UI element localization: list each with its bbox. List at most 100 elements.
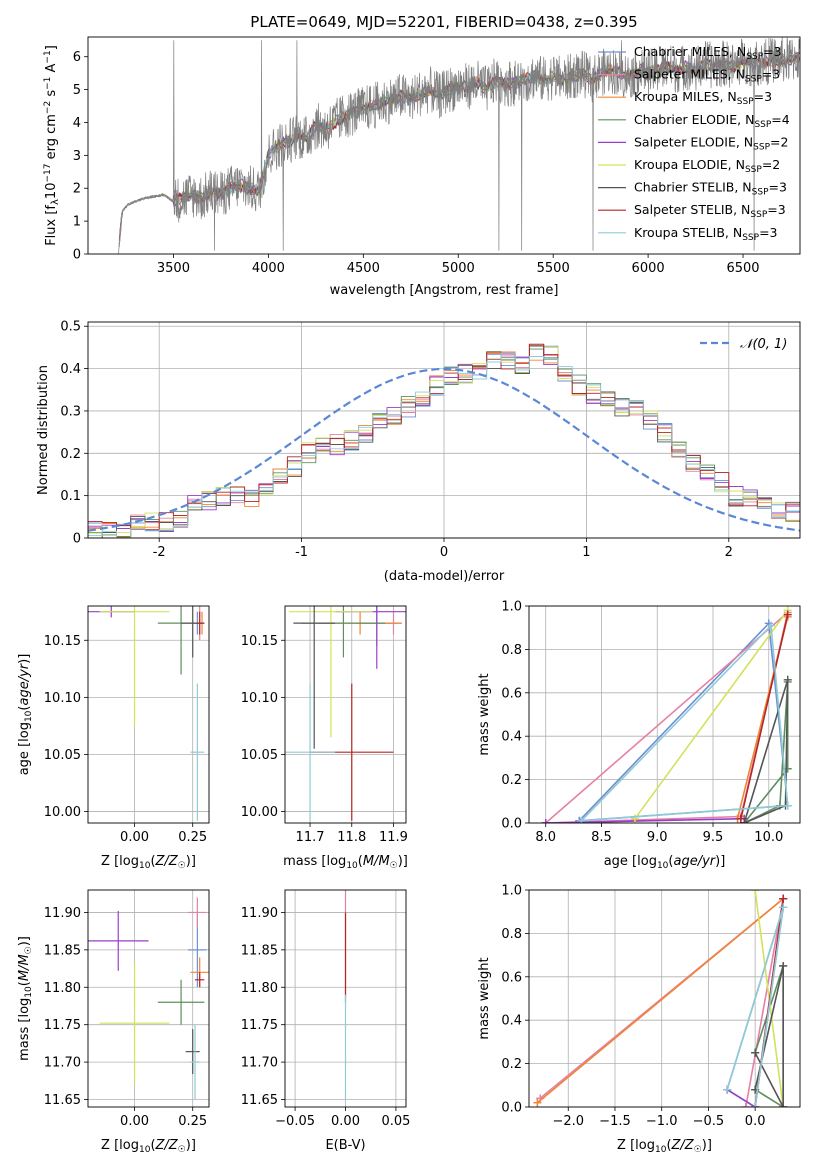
spectrum-ytick-label: 4 [73,116,81,131]
mass_vs_Z-ytick-label: 11.65 [44,1093,81,1108]
spectrum-xlabel: wavelength [Angstrom, rest frame] [330,283,559,298]
weight_vs_Z-ytick-label: 0.2 [501,1057,522,1072]
age_vs_Z-xlabel: Z [log10(Z/Z☉)] [101,854,196,871]
weight-marker [751,890,760,894]
spectrum-ytick-label: 6 [73,50,81,65]
spectrum-ylabel: Flux [fλ10−17 erg cm−2 s−1 A−1] [43,45,61,246]
mass_vs_EBV-ytick-label: 11.80 [241,981,278,996]
residuals-xlabel: (data-model)/error [384,569,505,584]
age_vs_mass-ytick-label: 10.05 [241,748,278,763]
gaussian-curve [88,367,800,532]
weight_vs_Z-xtick-label: −0.5 [693,1114,725,1129]
residuals-ytick-label: 0.3 [60,404,81,419]
weight-marker [736,814,745,823]
mass_vs_Z-ylabel: mass [log10(M/M☉)] [17,936,34,1061]
spectrum-xtick-label: 5500 [537,261,570,276]
weight_vs_Z-plot [533,890,788,1107]
legend-label: Kroupa ELODIE, NSSP=2 [634,157,780,175]
mass_vs_Z-xtick-label: 0.00 [120,1114,149,1129]
age_vs_mass-frame [284,605,407,824]
mass_vs_EBV-plot [344,890,347,1100]
weight_vs_Z-axes: −2.0 −1.5 −1.0 −0.5 0.0 0.0 0.2 0.4 0.6 0.8 1.0 [501,884,800,1129]
residuals-ytick-label: 0.5 [60,320,81,335]
residuals-xtick-label: 0 [440,545,448,560]
legend-label: Kroupa STELIB, NSSP=3 [634,225,778,243]
legend-label: Chabrier MILES, NSSP=3 [634,44,782,62]
mass_vs_Z-ytick-label: 11.75 [44,1018,81,1033]
weight_vs_age-ytick-label: 0.8 [501,643,522,658]
weight-marker [783,610,792,619]
weight_vs_age-frame [528,605,801,824]
weight-line [545,610,790,823]
spectrum-xtick-label: 3500 [157,261,190,276]
weight_vs_age-ytick-label: 0.2 [501,773,522,788]
weight-marker [741,1103,750,1107]
spectrum-axes: 3500 4000 4500 5000 5500 6000 6500 0 1 2 3 4 5 6 [73,50,760,276]
residuals-xtick-label: 2 [725,545,733,560]
weight_vs_age-xtick-label: 8.5 [591,830,612,845]
mass_vs_Z-axes: 0.00 0.25 11.65 11.70 11.75 11.80 11.85 11.90 [44,890,209,1129]
residuals-ytick-label: 0 [73,532,81,547]
age_vs_Z-ytick-label: 10.05 [44,748,81,763]
age_vs_Z-ytick-label: 10.15 [44,634,81,649]
spectrum-ytick-label: 3 [73,149,81,164]
weight-marker [783,801,792,810]
spectrum-ytick-label: 1 [73,215,81,230]
mass_vs_EBV-xlabel: E(B-V) [325,1138,365,1153]
spectrum-frame [87,36,801,255]
residuals-axes: -2 -1 0 1 2 0 0.1 0.2 0.3 0.4 0.5 [60,320,800,560]
weight_vs_Z-xtick-label: 0.0 [745,1114,766,1129]
weight_vs_age-ytick-label: 0.4 [501,730,522,745]
age_vs_mass-plot [285,606,406,821]
weight_vs_Z-ytick-label: 0.6 [501,970,522,985]
mass_vs_EBV-xtick-label: 0.05 [381,1114,410,1129]
histogram-step [88,344,800,534]
mass_vs_Z-xlabel: Z [log10(Z/Z☉)] [101,1138,196,1155]
age_vs_Z-ytick-label: 10.10 [44,691,81,706]
weight-marker [779,961,788,970]
mass_vs_EBV-xtick-label: 0.00 [331,1114,360,1129]
weight_vs_age-plot [541,606,792,823]
age_vs_mass-ytick-label: 10.00 [241,805,278,820]
histogram-step [88,343,800,531]
weight_vs_Z-ylabel: mass weight [477,957,492,1039]
mass_vs_Z-plot [88,897,209,1100]
age_vs_mass-xtick-label: 11.8 [337,830,366,845]
mass_vs_EBV-ytick-label: 11.70 [241,1056,278,1071]
weight_vs_age-xlabel: age [log10(age/yr)] [604,854,726,871]
mass_vs_Z-ytick-label: 11.85 [44,943,81,958]
weight_vs_Z-ytick-label: 0.4 [501,1014,522,1029]
weight_vs_Z-frame [528,889,801,1108]
mass_vs_EBV-frame [284,889,407,1108]
weight_vs_Z-xtick-label: −1.5 [599,1114,631,1129]
spectrum-legend: Chabrier MILES, NSSP=3 Salpeter MILES, NS… [598,44,790,243]
legend-label: Salpeter MILES, NSSP=3 [634,67,780,85]
weight_vs_age-xtick-label: 9.5 [703,830,724,845]
residuals-ylabel: Normed distribution [36,365,51,495]
age_vs_mass-xtick-label: 11.7 [296,830,325,845]
weight-marker [723,1085,732,1094]
legend-label: Salpeter ELODIE, NSSP=2 [634,134,788,152]
weight_vs_Z-ytick-label: 0.8 [501,927,522,942]
mass_vs_EBV-axes: −0.05 0.00 0.05 11.65 11.70 11.75 11.80 11.85 11… [241,890,410,1129]
weight-line [580,623,789,822]
residuals-xtick-label: -1 [295,545,308,560]
weight_vs_age-ytick-label: 0.6 [501,686,522,701]
legend-label: Salpeter STELIB, NSSP=3 [634,202,786,220]
age_vs_Z-plot [88,606,205,821]
residuals-ytick-label: 0.1 [60,489,81,504]
spectrum-xtick-label: 5000 [442,261,475,276]
weight-line [536,898,784,1104]
spectrum-ytick-label: 5 [73,83,81,98]
spectrum-plot [118,37,800,254]
residuals-ytick-label: 0.4 [60,362,81,377]
mass_vs_Z-frame [87,889,210,1108]
weight-marker [541,819,550,823]
age_vs_Z-axes: 0.00 0.25 10.00 10.05 10.10 10.15 [44,606,209,845]
weight_vs_Z-ytick-label: 0.0 [501,1101,522,1116]
mass_vs_EBV-ytick-label: 11.75 [241,1018,278,1033]
legend-label: Chabrier STELIB, NSSP=3 [634,180,787,198]
weight-marker [767,621,776,630]
weight_vs_age-xtick-label: 9.0 [647,830,668,845]
